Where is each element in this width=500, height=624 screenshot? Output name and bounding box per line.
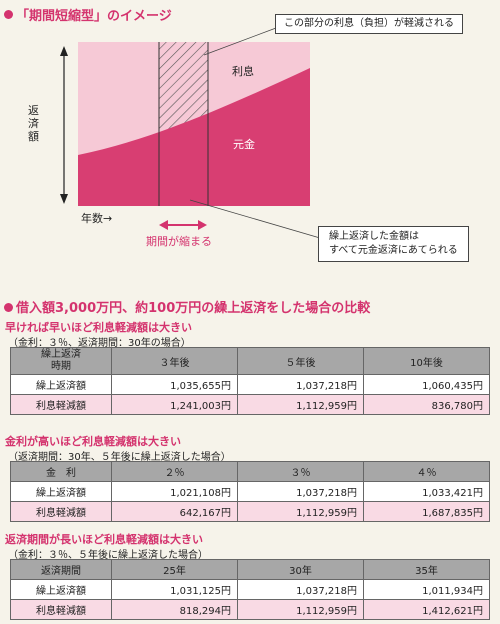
comparison-table: 金 利 ２％ ３％ ４％ 繰上返済額 1,021,108円 1,037,218円…: [10, 461, 490, 522]
column-header: ３％: [237, 461, 364, 482]
column-header: 30年: [237, 559, 364, 580]
row-label: 利息軽減額: [10, 394, 112, 415]
section-heading: 早ければ早いほど利息軽減額は大きい: [5, 321, 192, 334]
table-header-row: 金 利 ２％ ３％ ４％: [10, 461, 490, 482]
table-cell: 1,112,959円: [237, 599, 364, 620]
header-label: 繰上返済 時期: [10, 347, 112, 375]
table-row: 利息軽減額 642,167円 1,112,959円 1,687,835円: [10, 501, 490, 522]
section-condition: （金利：３％、５年後に繰上返済した場合）: [8, 550, 208, 561]
column-header: ４％: [363, 461, 490, 482]
column-header: ３年後: [111, 347, 238, 375]
section-condition: （返済期間：30年、５年後に繰上返済した場合）: [8, 452, 231, 463]
table-cell: 642,167円: [111, 501, 238, 522]
principal-label: 元金: [233, 138, 255, 151]
header-label: 返済期間: [10, 559, 112, 580]
table-cell: 1,035,655円: [111, 374, 238, 395]
table-cell: 1,011,934円: [363, 579, 490, 600]
row-label: 繰上返済額: [10, 481, 112, 502]
column-header: 35年: [363, 559, 490, 580]
table-cell: 1,037,218円: [237, 579, 364, 600]
row-label: 利息軽減額: [10, 501, 112, 522]
table-cell: 818,294円: [111, 599, 238, 620]
table-cell: 1,031,125円: [111, 579, 238, 600]
callout-leader: [203, 27, 277, 56]
bullet-dot: [4, 10, 13, 19]
header-label: 金 利: [10, 461, 112, 482]
table-cell: 1,060,435円: [363, 374, 490, 395]
table-cell: 1,241,003円: [111, 394, 238, 415]
table-cell: 1,037,218円: [237, 374, 364, 395]
callout-text: 繰上返済した金額は: [329, 231, 419, 242]
row-label: 利息軽減額: [10, 599, 112, 620]
table-header-row: 繰上返済 時期 ３年後 ５年後 10年後: [10, 347, 490, 375]
table-row: 繰上返済額 1,035,655円 1,037,218円 1,060,435円: [10, 374, 490, 395]
table-row: 利息軽減額 1,241,003円 1,112,959円 836,780円: [10, 394, 490, 415]
row-label: 繰上返済額: [10, 579, 112, 600]
comparison-table: 繰上返済 時期 ３年後 ５年後 10年後 繰上返済額 1,035,655円 1,…: [10, 347, 490, 415]
callout-text: この部分の利息（負担）が軽減される: [284, 18, 454, 29]
prepayment-callout: 繰上返済した金額は すべて元金返済にあてられる: [318, 226, 469, 262]
column-header: ５年後: [237, 347, 364, 375]
table-row: 利息軽減額 818,294円 1,112,959円 1,412,621円: [10, 599, 490, 620]
period-label: 期間が縮まる: [146, 235, 212, 248]
table-cell: 1,112,959円: [237, 394, 364, 415]
table-cell: 836,780円: [363, 394, 490, 415]
section-heading: 返済期間が長いほど利息軽減額は大きい: [5, 533, 203, 546]
repayment-diagram: [60, 27, 321, 239]
table-cell: 1,021,108円: [111, 481, 238, 502]
reduced-interest-callout: この部分の利息（負担）が軽減される: [275, 14, 463, 34]
row-label: 繰上返済額: [10, 374, 112, 395]
principal-area: [78, 68, 310, 206]
table-header-row: 返済期間 25年 30年 35年: [10, 559, 490, 580]
diagram-title: 「期間短縮型」のイメージ: [16, 9, 172, 24]
callout-text: すべて元金返済にあてられる: [329, 245, 458, 256]
column-header: 25年: [111, 559, 238, 580]
comparison-table: 返済期間 25年 30年 35年 繰上返済額 1,031,125円 1,037,…: [10, 559, 490, 620]
comparison-title: 借入額3,000万円、約100万円の繰上返済をした場合の比較: [16, 301, 371, 316]
callout-leader: [189, 199, 321, 239]
table-cell: 1,037,218円: [237, 481, 364, 502]
section-condition: （金利：３％、返済期間：30年の場合）: [8, 338, 191, 349]
table-row: 繰上返済額 1,031,125円 1,037,218円 1,011,934円: [10, 579, 490, 600]
table-cell: 1,687,835円: [363, 501, 490, 522]
y-axis-label: 返済額: [28, 104, 39, 143]
section-heading: 金利が高いほど利息軽減額は大きい: [5, 435, 181, 448]
table-cell: 1,033,421円: [363, 481, 490, 502]
interest-label: 利息: [232, 65, 254, 78]
x-axis-label: 年数→: [81, 212, 113, 225]
table-cell: 1,112,959円: [237, 501, 364, 522]
table-row: 繰上返済額 1,021,108円 1,037,218円 1,033,421円: [10, 481, 490, 502]
column-header: 10年後: [363, 347, 490, 375]
column-header: ２％: [111, 461, 238, 482]
bullet-dot: [4, 303, 13, 312]
table-cell: 1,412,621円: [363, 599, 490, 620]
